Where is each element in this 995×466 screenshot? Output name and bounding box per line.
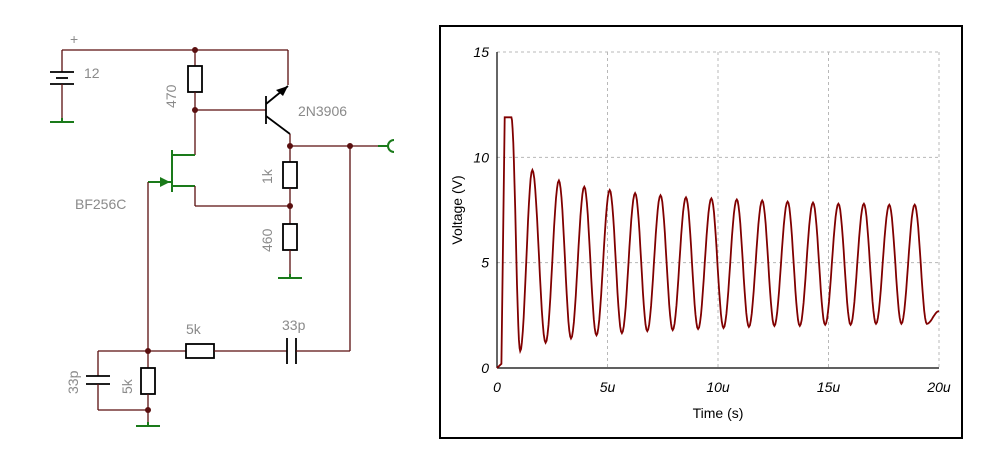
junction-node — [145, 348, 151, 354]
x-tick-label: 10u — [706, 379, 730, 395]
transistor-label: 2N3906 — [298, 103, 347, 119]
y-tick-label: 5 — [481, 255, 489, 271]
x-tick-label: 20u — [926, 379, 951, 395]
resistor-5k-shunt-label: 5k — [119, 378, 135, 394]
chart-grid — [497, 51, 940, 368]
x-tick-label: 0 — [493, 379, 501, 395]
junction-node — [287, 143, 293, 149]
junction-node — [145, 407, 151, 413]
output-terminal — [378, 139, 395, 153]
x-tick-label: 15u — [817, 379, 841, 395]
junction-node — [192, 47, 198, 53]
junction-node — [347, 143, 353, 149]
y-tick-label: 0 — [481, 360, 489, 376]
x-axis-title: Time (s) — [693, 405, 744, 421]
ground-symbol — [136, 422, 160, 427]
battery-voltage-label: 12 — [84, 65, 100, 81]
battery — [50, 49, 195, 118]
capacitor-33p-shunt-label: 33p — [65, 370, 81, 394]
chart-frame — [439, 25, 963, 439]
y-axis-title: Voltage (V) — [449, 175, 465, 244]
ground-symbol — [278, 274, 302, 279]
axis-ticks: 0 5u 10u 15u 20u 0 5 10 15 — [473, 44, 950, 395]
resistor-470-label: 470 — [163, 84, 179, 108]
resistor-460-label: 460 — [259, 228, 275, 252]
battery-plus-label: + — [70, 31, 78, 47]
pnp-transistor — [265, 85, 291, 135]
junction-node — [192, 107, 198, 113]
ground-symbol — [50, 118, 74, 123]
voltage-waveform — [496, 116, 940, 369]
jfet-transistor — [148, 150, 195, 192]
jfet-label: BF256C — [75, 196, 126, 212]
x-tick-label: 5u — [600, 379, 616, 395]
resistor-1k-label: 1k — [259, 168, 275, 184]
resistor-5k-series-label: 5k — [186, 321, 202, 337]
capacitor-33p-series-label: 33p — [282, 317, 306, 333]
junction-node — [287, 203, 293, 209]
y-tick-label: 10 — [473, 149, 489, 165]
y-tick-label: 15 — [473, 44, 489, 60]
